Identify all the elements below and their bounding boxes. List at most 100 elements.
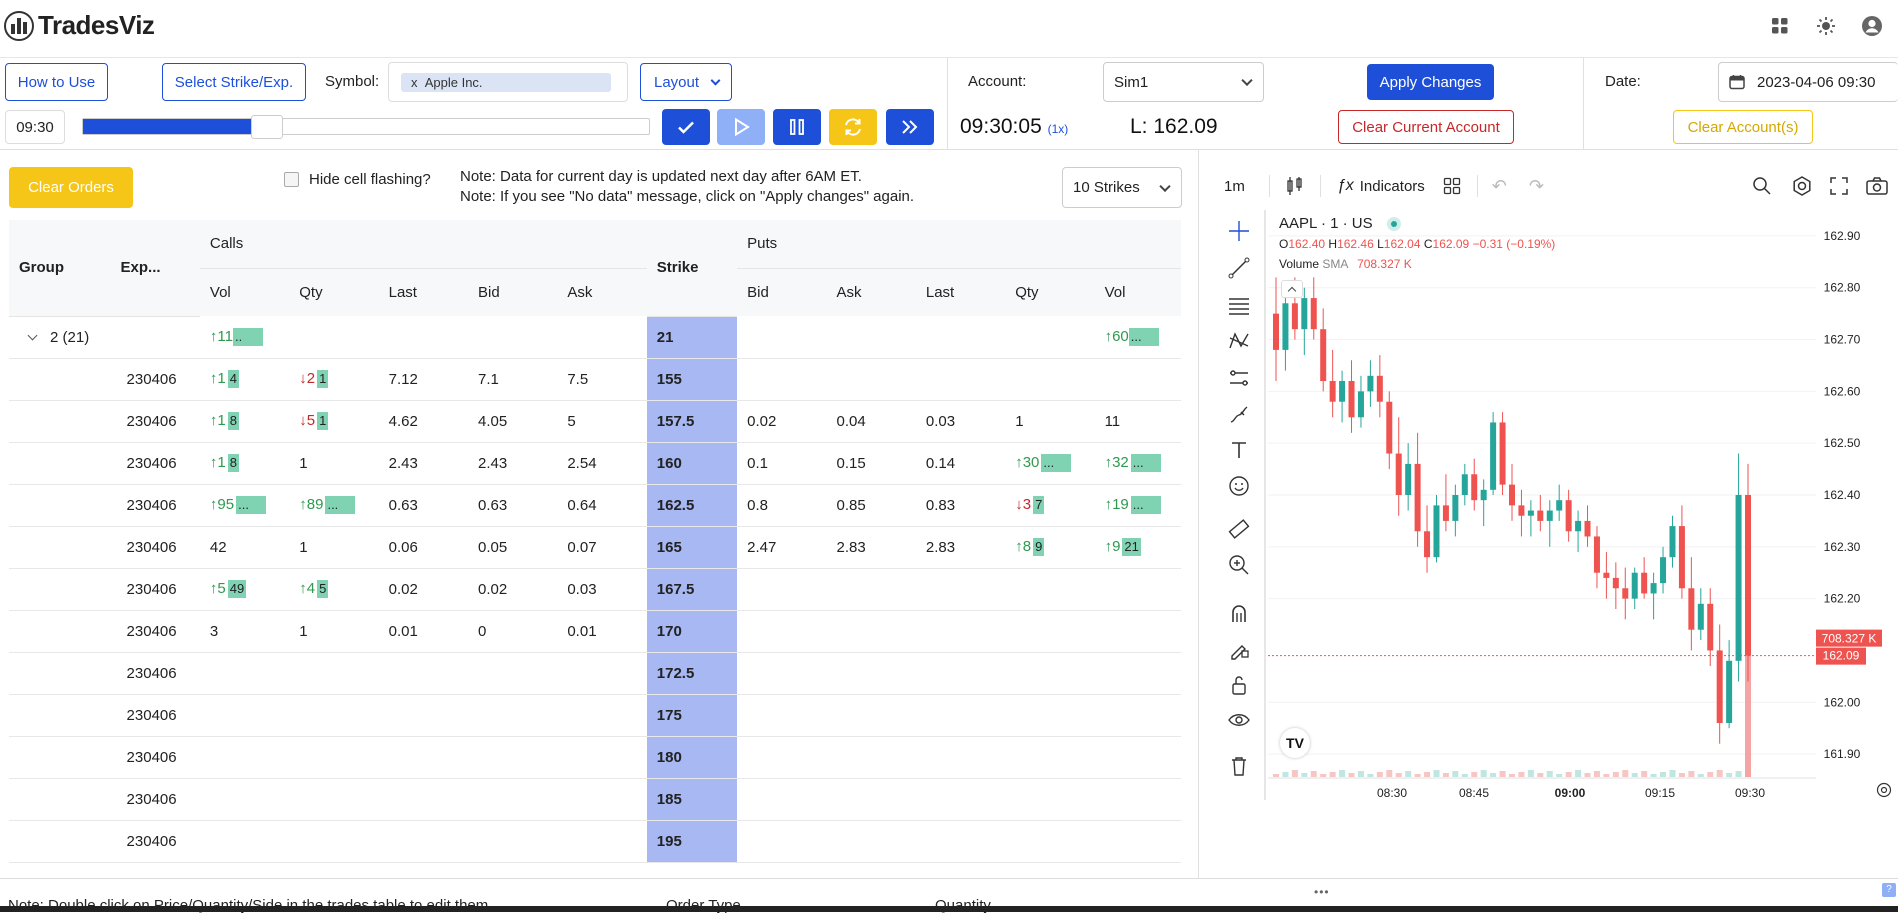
put-qty-cell[interactable] bbox=[1005, 736, 1095, 779]
date-picker[interactable]: 2023-04-06 09:30 bbox=[1718, 62, 1898, 102]
strikes-select[interactable]: 10 Strikes bbox=[1062, 167, 1182, 208]
call-last-cell[interactable]: 0.63 bbox=[378, 484, 468, 527]
put-ask-cell[interactable]: 2.83 bbox=[826, 526, 916, 569]
brush-icon[interactable] bbox=[1226, 401, 1252, 427]
select-strike-button[interactable]: Select Strike/Exp. bbox=[162, 63, 306, 101]
call-vol-cell[interactable]: ↑1 4 bbox=[199, 358, 290, 401]
candlestick-chart[interactable]: 162.90 162.80 162.70 162.60 162.50 162.40 162.… bbox=[1268, 210, 1898, 800]
time-input[interactable]: 09:30 bbox=[5, 110, 65, 144]
call-bid-cell[interactable] bbox=[467, 820, 558, 863]
put-qty-cell[interactable] bbox=[1005, 652, 1095, 695]
col-put-ask[interactable]: Ask bbox=[836, 283, 862, 301]
layout-button[interactable]: Layout bbox=[640, 63, 732, 101]
templates-grid-icon[interactable] bbox=[1443, 177, 1461, 195]
call-bid-cell[interactable]: 0.63 bbox=[467, 484, 558, 527]
how-to-use-button[interactable]: How to Use bbox=[5, 63, 108, 101]
hide-flashing-checkbox[interactable] bbox=[284, 172, 299, 187]
symbol-chip[interactable]: x Apple Inc. bbox=[401, 73, 611, 92]
table-row[interactable]: 230406 172.5 bbox=[9, 652, 1181, 695]
call-last-cell[interactable] bbox=[378, 652, 468, 695]
interval-button[interactable]: 1m bbox=[1224, 177, 1245, 195]
reload-button[interactable] bbox=[829, 109, 877, 145]
put-bid-cell[interactable] bbox=[737, 652, 827, 695]
table-row[interactable]: 230406 195 bbox=[9, 820, 1181, 863]
col-put-vol[interactable]: Vol bbox=[1104, 283, 1126, 301]
crosshair-icon[interactable] bbox=[1226, 218, 1252, 244]
put-last-cell[interactable] bbox=[915, 568, 1006, 611]
table-row[interactable]: 230406 ↑95... ↑89... 0.63 0.63 0.64 162.5 0.8 0.… bbox=[9, 484, 1181, 527]
call-qty-cell[interactable] bbox=[289, 694, 379, 737]
call-ask-cell[interactable] bbox=[557, 820, 647, 863]
account-select[interactable]: Sim1 bbox=[1103, 62, 1264, 102]
horizontal-lines-icon[interactable] bbox=[1226, 292, 1252, 318]
confirm-button[interactable] bbox=[662, 109, 710, 145]
put-last-cell[interactable] bbox=[915, 736, 1006, 779]
put-vol-cell[interactable]: 11 bbox=[1094, 400, 1181, 443]
play-button[interactable] bbox=[717, 109, 765, 145]
call-bid-cell[interactable] bbox=[467, 736, 558, 779]
put-bid-cell[interactable]: 0.1 bbox=[737, 442, 827, 485]
put-ask-cell[interactable] bbox=[826, 820, 916, 863]
call-vol-cell[interactable] bbox=[199, 736, 290, 779]
call-bid-cell[interactable]: 0.05 bbox=[467, 526, 558, 569]
clear-current-account-button[interactable]: Clear Current Account bbox=[1338, 110, 1514, 144]
put-vol-cell[interactable] bbox=[1094, 652, 1181, 695]
call-last-cell[interactable] bbox=[378, 778, 468, 821]
put-ask-cell[interactable] bbox=[826, 358, 916, 401]
call-vol-cell[interactable] bbox=[199, 694, 290, 737]
put-ask-cell[interactable] bbox=[826, 610, 916, 653]
put-qty-cell[interactable] bbox=[1005, 610, 1095, 653]
put-last-cell[interactable]: 0.83 bbox=[915, 484, 1006, 527]
zoom-search-icon[interactable] bbox=[1752, 176, 1772, 196]
call-ask-cell[interactable]: 0.01 bbox=[557, 610, 647, 653]
candle-style-icon[interactable] bbox=[1286, 176, 1304, 196]
col-group[interactable]: Group bbox=[9, 220, 111, 317]
put-qty-cell[interactable] bbox=[1005, 820, 1095, 863]
put-last-cell[interactable]: 0.03 bbox=[915, 400, 1006, 443]
put-last-cell[interactable] bbox=[915, 820, 1006, 863]
lock-drawing-icon[interactable] bbox=[1226, 636, 1252, 662]
put-vol-cell[interactable] bbox=[1094, 736, 1181, 779]
col-call-bid[interactable]: Bid bbox=[477, 283, 500, 301]
theme-sun-icon[interactable] bbox=[1814, 14, 1838, 38]
put-bid-cell[interactable] bbox=[737, 694, 827, 737]
pause-button[interactable] bbox=[773, 109, 821, 145]
put-last-cell[interactable] bbox=[915, 358, 1006, 401]
call-ask-cell[interactable]: 0.07 bbox=[557, 526, 647, 569]
put-last-cell[interactable] bbox=[915, 652, 1006, 695]
unlock-icon[interactable] bbox=[1226, 672, 1252, 698]
call-last-cell[interactable] bbox=[378, 820, 468, 863]
call-ask-cell[interactable]: 5 bbox=[557, 400, 647, 443]
settings-gear-icon[interactable] bbox=[1792, 176, 1812, 196]
put-qty-cell[interactable]: ↓3 7 bbox=[1005, 484, 1095, 527]
put-last-cell[interactable] bbox=[915, 694, 1006, 737]
put-vol-cell[interactable] bbox=[1094, 820, 1181, 863]
call-ask-cell[interactable] bbox=[557, 778, 647, 821]
put-ask-cell[interactable] bbox=[826, 568, 916, 611]
put-qty-cell[interactable]: 1 bbox=[1005, 400, 1095, 443]
put-vol-cell[interactable]: ↑32... bbox=[1094, 442, 1181, 485]
table-row[interactable]: 230406 180 bbox=[9, 736, 1181, 779]
logo[interactable]: TradesViz bbox=[4, 10, 155, 41]
call-qty-cell[interactable] bbox=[289, 736, 379, 779]
put-last-cell[interactable]: 0.14 bbox=[915, 442, 1006, 485]
put-last-cell[interactable] bbox=[915, 778, 1006, 821]
call-bid-cell[interactable]: 0 bbox=[467, 610, 558, 653]
call-qty-cell[interactable] bbox=[289, 820, 379, 863]
put-ask-cell[interactable] bbox=[826, 652, 916, 695]
col-call-qty[interactable]: Qty bbox=[299, 283, 323, 301]
call-vol-cell[interactable] bbox=[199, 778, 290, 821]
call-bid-cell[interactable] bbox=[467, 778, 558, 821]
call-last-cell[interactable] bbox=[378, 694, 468, 737]
emoji-icon[interactable] bbox=[1226, 473, 1252, 499]
pattern-icon[interactable] bbox=[1226, 328, 1252, 354]
trash-icon[interactable] bbox=[1226, 753, 1252, 779]
call-vol-cell[interactable]: ↑1 8 bbox=[199, 442, 290, 485]
col-call-last[interactable]: Last bbox=[388, 283, 417, 301]
trend-line-icon[interactable] bbox=[1226, 255, 1252, 281]
put-last-cell[interactable]: 2.83 bbox=[915, 526, 1006, 569]
call-ask-cell[interactable]: 0.64 bbox=[557, 484, 647, 527]
call-ask-cell[interactable]: 2.54 bbox=[557, 442, 647, 485]
call-bid-cell[interactable]: 0.02 bbox=[467, 568, 558, 611]
call-qty-cell[interactable]: 1 bbox=[289, 526, 379, 569]
